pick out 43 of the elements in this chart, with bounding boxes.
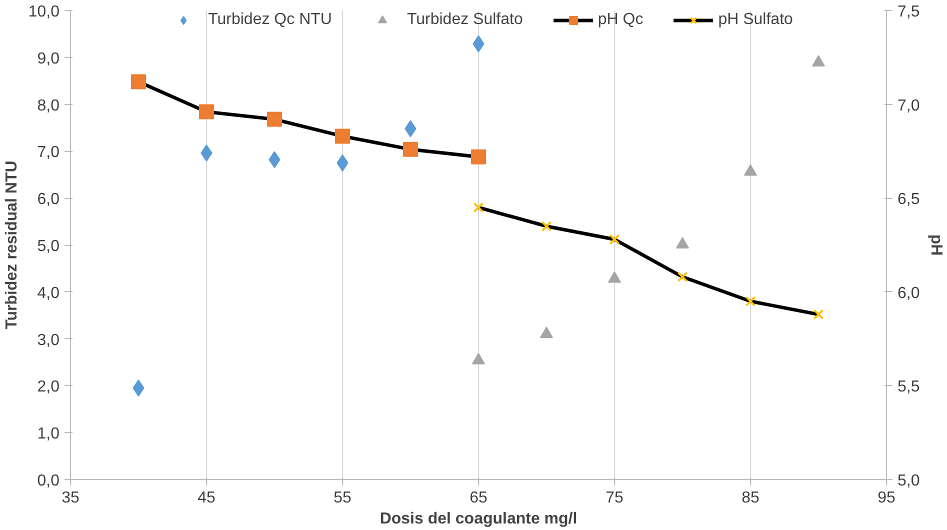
x-tick-label: 55 bbox=[334, 490, 352, 506]
legend-label: pH Sulfato bbox=[718, 11, 793, 29]
y-tick-label: 10,0 bbox=[28, 4, 60, 20]
x-tick-label: 75 bbox=[606, 490, 624, 506]
y-tick-label: 9,0 bbox=[37, 50, 60, 68]
y-tick-label: 7,0 bbox=[37, 144, 60, 162]
y-tick-label: 5,0 bbox=[37, 238, 60, 255]
x-tick-label: 85 bbox=[742, 490, 760, 506]
y-tick-label: 8,0 bbox=[37, 97, 60, 114]
y-tick-label: 1,0 bbox=[37, 426, 60, 443]
y2-tick-label: 7,0 bbox=[898, 97, 920, 114]
point bbox=[745, 296, 756, 307]
x-tick-label: 65 bbox=[470, 490, 488, 506]
y-tick-label: 0,0 bbox=[37, 472, 60, 490]
point bbox=[813, 309, 824, 320]
x-tick-label: 35 bbox=[62, 490, 80, 506]
y2-tick-label: 5,5 bbox=[898, 378, 920, 396]
x-tick-label: 45 bbox=[198, 490, 216, 506]
y2-tick-label: 6,0 bbox=[898, 284, 920, 302]
y2-tick-label: 7,5 bbox=[898, 4, 920, 20]
y2-tick-label: 5,0 bbox=[898, 472, 920, 490]
y-tick-label: 4,0 bbox=[37, 284, 60, 302]
point bbox=[199, 104, 214, 120]
point bbox=[335, 128, 350, 144]
legend-label: pH Qc bbox=[598, 11, 644, 29]
y-tick-label: 2,0 bbox=[37, 378, 60, 396]
point bbox=[473, 202, 484, 213]
y-tick-label: 3,0 bbox=[37, 332, 60, 349]
legend-label: Turbidez Sulfato bbox=[406, 11, 523, 29]
point bbox=[677, 272, 688, 282]
y2-axis-title: pH bbox=[928, 234, 945, 256]
point bbox=[609, 234, 620, 245]
point bbox=[471, 149, 486, 164]
x-axis-title: Dosis del coagulante mg/l bbox=[380, 510, 578, 528]
point bbox=[267, 112, 282, 127]
point bbox=[131, 74, 146, 90]
y-axis-title: Turbidez residual NTU bbox=[3, 160, 20, 330]
legend-label: Turbidez Qc NTU bbox=[208, 11, 332, 29]
y-tick-label: 6,0 bbox=[37, 191, 60, 208]
point bbox=[403, 142, 418, 157]
x-tick-label: 95 bbox=[878, 490, 896, 506]
point bbox=[541, 220, 552, 232]
y2-tick-label: 6,5 bbox=[898, 191, 920, 208]
